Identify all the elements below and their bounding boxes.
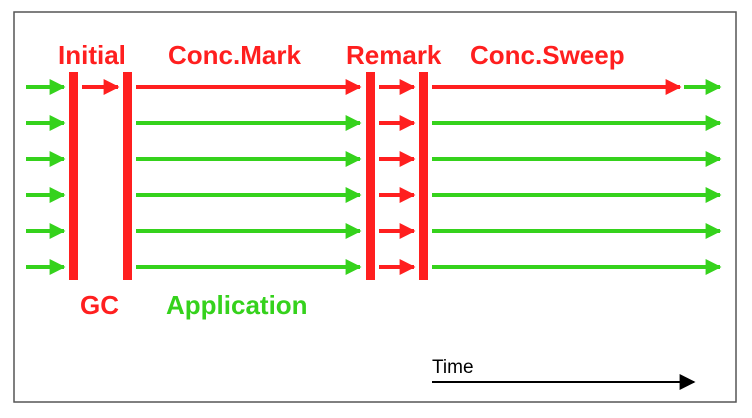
label-conc-sweep: Conc.Sweep [470,40,625,70]
thread-arrows [26,79,722,275]
pause-bar-remark-end [419,72,428,280]
pause-bar-remark-start [366,72,375,280]
label-application: Application [166,290,308,320]
label-gc: GC [80,290,119,320]
label-remark: Remark [346,40,442,70]
label-conc-mark: Conc.Mark [168,40,301,70]
label-initial: Initial [58,40,126,70]
label-time: Time [432,357,474,378]
pause-bar-initial-start [69,72,78,280]
pause-bar-initial-end [123,72,132,280]
